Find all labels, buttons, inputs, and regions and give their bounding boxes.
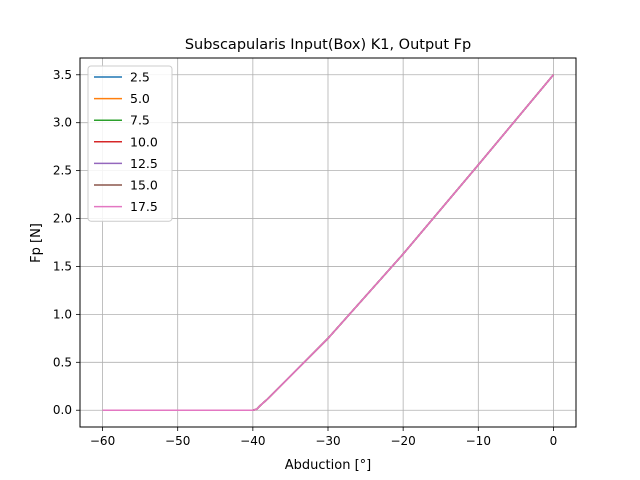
x-axis-ticks: −60 −50 −40 −30 −20 −10 0 [90,427,557,448]
x-tick-label: −50 [165,434,190,448]
y-tick-label: 1.5 [53,259,72,273]
x-tick-label: −30 [315,434,340,448]
legend-box [87,65,173,222]
legend-label: 15.0 [130,178,158,193]
legend-label: 5.0 [130,91,150,106]
y-axis-ticks: 0.0 0.5 1.0 1.5 2.0 2.5 3.0 3.5 [53,68,80,417]
legend-label: 2.5 [130,70,150,85]
y-tick-label: 0.0 [53,403,72,417]
y-tick-label: 3.5 [53,68,72,82]
y-tick-label: 0.5 [53,355,72,369]
series-lines [102,74,555,411]
y-tick-label: 3.0 [53,116,72,130]
y-tick-label: 2.0 [53,212,72,226]
y-tick-label: 2.5 [53,164,72,178]
x-tick-label: 0 [550,434,558,448]
y-axis-label: Fp [N] [29,223,44,263]
x-tick-label: −40 [240,434,265,448]
x-axis-label: Abduction [°] [285,458,371,473]
x-tick-label: −10 [466,434,491,448]
x-tick-label: −60 [90,434,115,448]
legend-label: 10.0 [130,134,158,149]
chart-title: Subscapularis Input(Box) K1, Output Fp [185,37,471,53]
legend: 2.5 5.0 7.5 10.0 12.5 15.0 17.5 [87,65,173,222]
y-tick-label: 1.0 [53,307,72,321]
x-tick-label: −20 [390,434,415,448]
series-line [102,74,555,411]
legend-label: 12.5 [130,156,158,171]
legend-label: 7.5 [130,113,150,128]
legend-label: 17.5 [130,199,158,214]
